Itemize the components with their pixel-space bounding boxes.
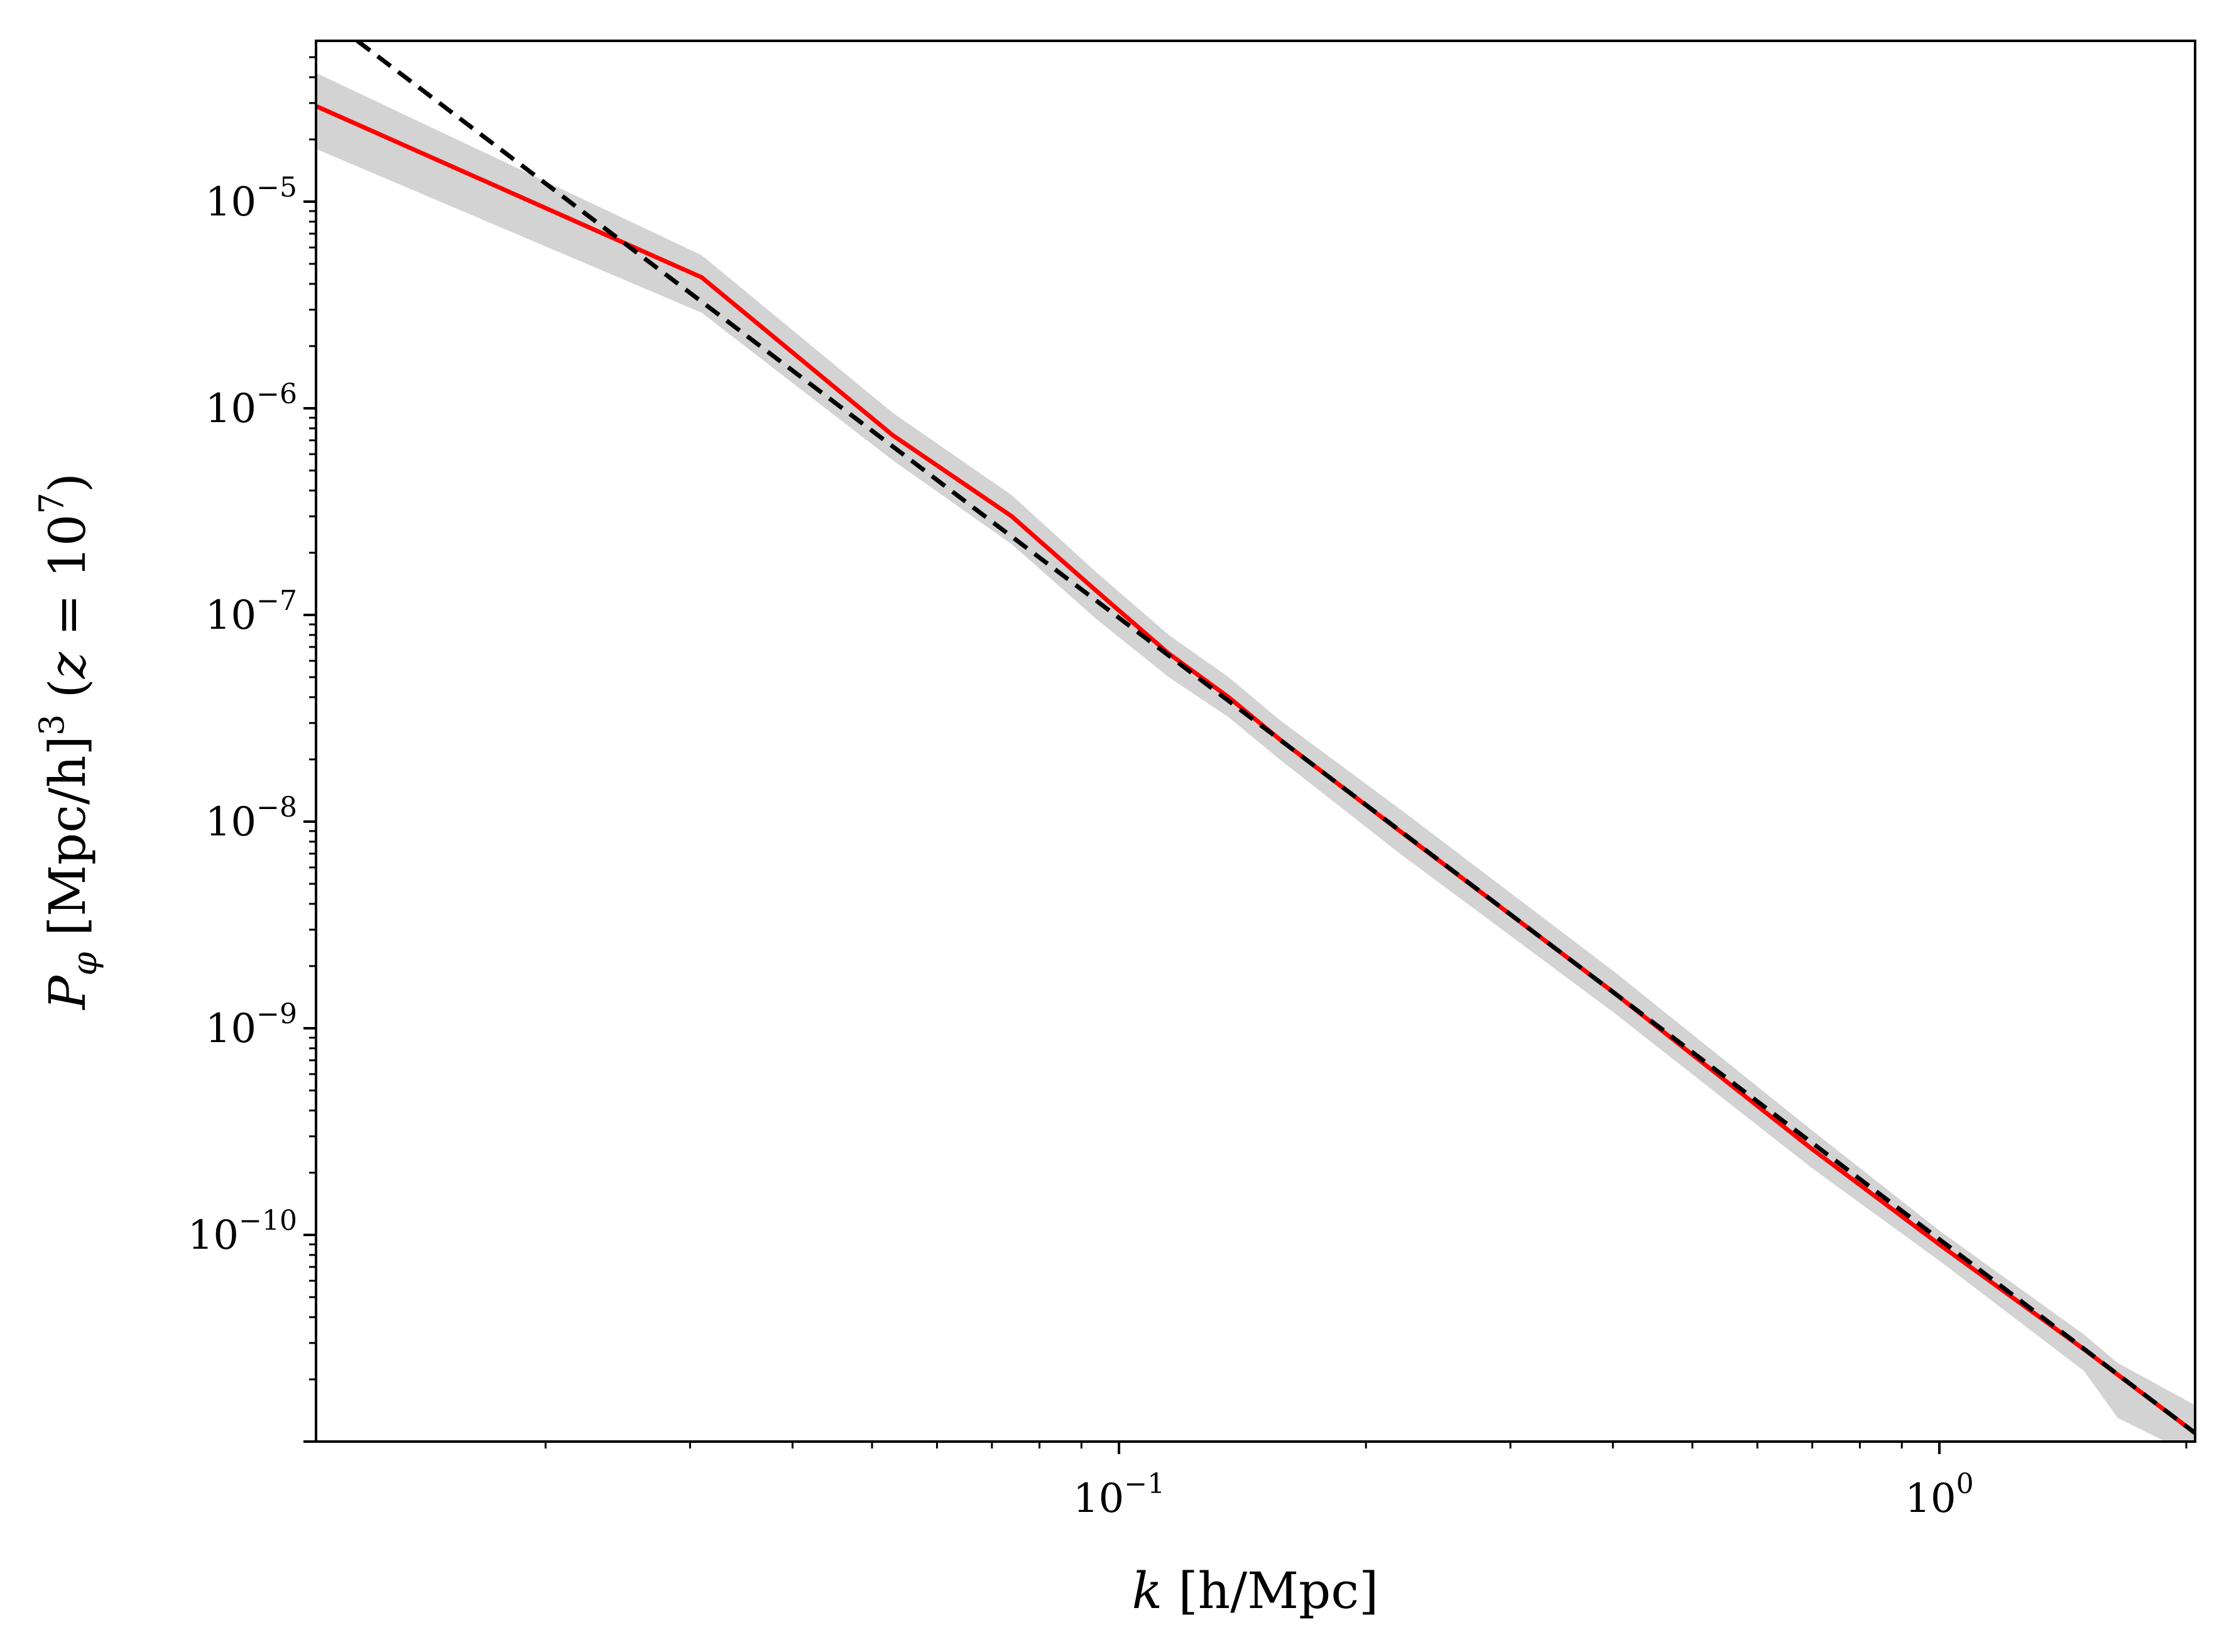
x-tick-label: 10−1	[1073, 1468, 1165, 1522]
y-tick-label: 10−7	[205, 585, 297, 639]
x-axis-label: k [h/Mpc]	[1132, 1562, 1379, 1620]
y-tick-label: 10−6	[205, 378, 297, 432]
y-tick-label: 10−8	[205, 791, 297, 845]
y-axis-label: Pφ [Mpc/h]3 (z = 107)	[32, 473, 104, 1011]
x-tick-label: 100	[1905, 1468, 1973, 1522]
ticks-layer: 10−1 100 10−5 10−6 10−7 10−8 10−9 10−10	[188, 56, 2188, 1522]
y-tick-label: 10−5	[205, 171, 297, 226]
y-tick-label: 10−10	[188, 1205, 297, 1259]
series-layer	[316, 41, 2195, 1435]
uncertainty-band-layer	[316, 73, 2195, 1442]
measured-spectrum-line	[316, 104, 2195, 1435]
uncertainty-band	[316, 73, 2195, 1442]
y-tick-label: 10−9	[205, 998, 297, 1052]
plot-frame	[315, 40, 2196, 1443]
reference-power-law-line	[353, 41, 2195, 1435]
